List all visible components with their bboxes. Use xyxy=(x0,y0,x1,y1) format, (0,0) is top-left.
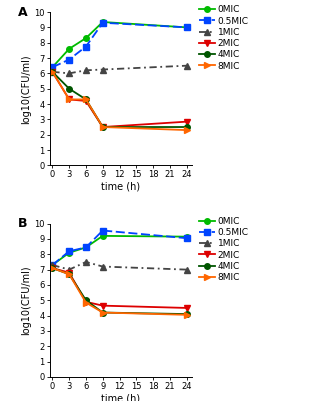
0.5MIC xyxy=(101,228,104,233)
4MIC xyxy=(51,69,54,74)
1MIC xyxy=(185,63,188,68)
0MIC xyxy=(67,47,71,51)
0MIC xyxy=(101,233,104,238)
Line: 2MIC: 2MIC xyxy=(50,69,189,130)
Line: 0.5MIC: 0.5MIC xyxy=(50,20,189,70)
1MIC xyxy=(51,263,54,267)
0.5MIC xyxy=(185,236,188,241)
2MIC xyxy=(84,300,88,304)
0MIC xyxy=(84,36,88,41)
0.5MIC xyxy=(101,20,104,25)
0.5MIC xyxy=(185,25,188,30)
Line: 8MIC: 8MIC xyxy=(50,265,189,318)
2MIC xyxy=(84,99,88,103)
0MIC xyxy=(185,25,188,30)
2MIC xyxy=(185,119,188,124)
Legend: 0MIC, 0.5MIC, 1MIC, 2MIC, 4MIC, 8MIC: 0MIC, 0.5MIC, 1MIC, 2MIC, 4MIC, 8MIC xyxy=(198,216,250,283)
1MIC xyxy=(84,259,88,264)
2MIC xyxy=(51,266,54,271)
Y-axis label: log10(CFU/ml): log10(CFU/ml) xyxy=(21,265,31,335)
Line: 0.5MIC: 0.5MIC xyxy=(50,228,189,268)
4MIC xyxy=(101,310,104,315)
Text: A: A xyxy=(18,6,28,19)
Line: 1MIC: 1MIC xyxy=(50,63,189,76)
8MIC xyxy=(67,272,71,277)
X-axis label: time (h): time (h) xyxy=(101,182,140,192)
0MIC xyxy=(84,245,88,250)
0MIC xyxy=(101,20,104,24)
Y-axis label: log10(CFU/ml): log10(CFU/ml) xyxy=(21,54,31,124)
1MIC xyxy=(101,264,104,269)
4MIC xyxy=(67,86,71,91)
2MIC xyxy=(67,270,71,275)
4MIC xyxy=(67,272,71,277)
8MIC xyxy=(101,310,104,315)
8MIC xyxy=(51,266,54,271)
8MIC xyxy=(67,97,71,102)
0.5MIC xyxy=(51,65,54,70)
Line: 1MIC: 1MIC xyxy=(50,259,189,272)
Line: 4MIC: 4MIC xyxy=(50,69,189,130)
8MIC xyxy=(84,97,88,102)
Line: 4MIC: 4MIC xyxy=(50,265,189,317)
8MIC xyxy=(84,300,88,305)
1MIC xyxy=(67,71,71,76)
1MIC xyxy=(185,267,188,272)
0.5MIC xyxy=(67,57,71,62)
0MIC xyxy=(51,263,54,267)
0MIC xyxy=(67,250,71,255)
8MIC xyxy=(101,125,104,130)
0.5MIC xyxy=(84,44,88,49)
X-axis label: time (h): time (h) xyxy=(101,393,140,401)
2MIC xyxy=(51,69,54,74)
0MIC xyxy=(185,234,188,239)
2MIC xyxy=(101,303,104,308)
0.5MIC xyxy=(67,249,71,253)
1MIC xyxy=(67,267,71,272)
4MIC xyxy=(185,312,188,316)
Line: 0MIC: 0MIC xyxy=(50,233,189,268)
4MIC xyxy=(84,97,88,102)
8MIC xyxy=(185,312,188,317)
8MIC xyxy=(51,69,54,74)
0.5MIC xyxy=(84,245,88,250)
2MIC xyxy=(101,125,104,130)
Line: 2MIC: 2MIC xyxy=(50,265,189,311)
1MIC xyxy=(84,68,88,73)
1MIC xyxy=(51,69,54,74)
Text: B: B xyxy=(18,217,28,231)
4MIC xyxy=(101,125,104,130)
1MIC xyxy=(101,67,104,72)
4MIC xyxy=(185,125,188,130)
0MIC xyxy=(51,65,54,70)
Legend: 0MIC, 0.5MIC, 1MIC, 2MIC, 4MIC, 8MIC: 0MIC, 0.5MIC, 1MIC, 2MIC, 4MIC, 8MIC xyxy=(198,4,250,71)
8MIC xyxy=(185,128,188,132)
Line: 0MIC: 0MIC xyxy=(50,19,189,70)
2MIC xyxy=(67,97,71,102)
4MIC xyxy=(84,298,88,303)
0.5MIC xyxy=(51,263,54,267)
Line: 8MIC: 8MIC xyxy=(50,69,189,133)
4MIC xyxy=(51,266,54,271)
2MIC xyxy=(185,306,188,310)
